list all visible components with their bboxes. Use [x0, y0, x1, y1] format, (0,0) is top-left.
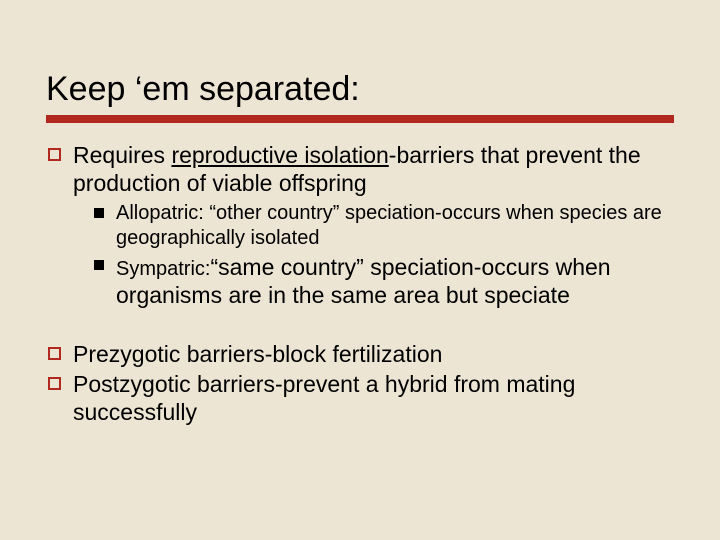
square-open-icon	[48, 347, 61, 360]
slide-content: Requires reproductive isolation-barriers…	[46, 123, 674, 426]
list-item: Postzygotic barriers-prevent a hybrid fr…	[48, 370, 674, 426]
title-rule	[46, 115, 674, 123]
bullet-list-level1: Requires reproductive isolation-barriers…	[48, 141, 674, 426]
square-open-icon	[48, 377, 61, 390]
text-fragment: Sympatric:	[116, 258, 210, 280]
list-item: Allopatric: “other country” speciation-o…	[94, 201, 674, 251]
slide: Keep ‘em separated: Requires reproductiv…	[0, 0, 720, 540]
bullet-text: Allopatric: “other country” speciation-o…	[116, 201, 674, 251]
list-item: Sympatric:“same country” speciation-occu…	[94, 253, 674, 311]
underlined-term: reproductive isolation	[171, 142, 388, 168]
list-item: Requires reproductive isolation-barriers…	[48, 141, 674, 197]
bullet-text: Sympatric:“same country” speciation-occu…	[116, 253, 674, 311]
square-open-icon	[48, 148, 61, 161]
bullet-text: Prezygotic barriers-block fertilization	[73, 340, 442, 368]
bullet-list-level2: Allopatric: “other country” speciation-o…	[94, 201, 674, 310]
list-item-sub-wrapper: Allopatric: “other country” speciation-o…	[48, 201, 674, 310]
title-block: Keep ‘em separated:	[46, 0, 674, 123]
bullet-text: Requires reproductive isolation-barriers…	[73, 141, 674, 197]
slide-title: Keep ‘em separated:	[46, 70, 674, 109]
bullet-text: Postzygotic barriers-prevent a hybrid fr…	[73, 370, 674, 426]
square-solid-icon	[94, 208, 104, 218]
square-solid-icon	[94, 260, 104, 270]
list-item: Prezygotic barriers-block fertilization	[48, 340, 674, 368]
spacer	[48, 312, 674, 338]
text-fragment: Requires	[73, 142, 171, 168]
